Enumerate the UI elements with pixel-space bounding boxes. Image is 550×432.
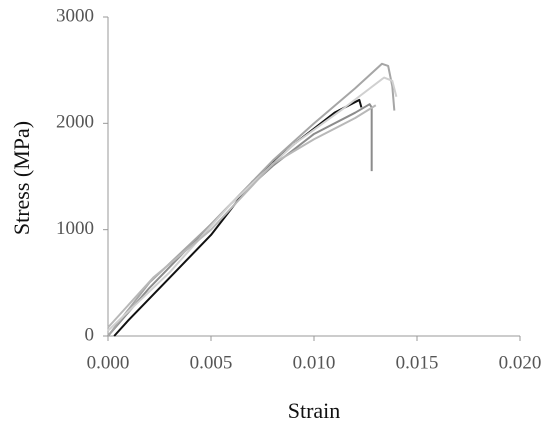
stress-strain-curve [113,98,363,337]
y-axis-title: Stress (MPa) [9,121,34,235]
x-tick-label: 0.015 [396,352,439,373]
y-tick-label: 3000 [56,5,94,26]
stress-strain-curve [107,62,396,337]
y-tick-label: 0 [85,324,95,345]
stress-strain-curve [107,104,377,329]
x-tick-label: 0.010 [293,352,336,373]
x-tick-label: 0.005 [190,352,233,373]
x-axis-title: Strain [288,398,341,423]
y-tick-label: 2000 [56,112,94,133]
stress-strain-curve [107,103,373,337]
x-tick-label: 0.020 [499,352,542,373]
y-tick-label: 1000 [56,218,94,239]
x-tick-label: 0.000 [87,352,130,373]
stress-strain-curve [107,76,398,332]
